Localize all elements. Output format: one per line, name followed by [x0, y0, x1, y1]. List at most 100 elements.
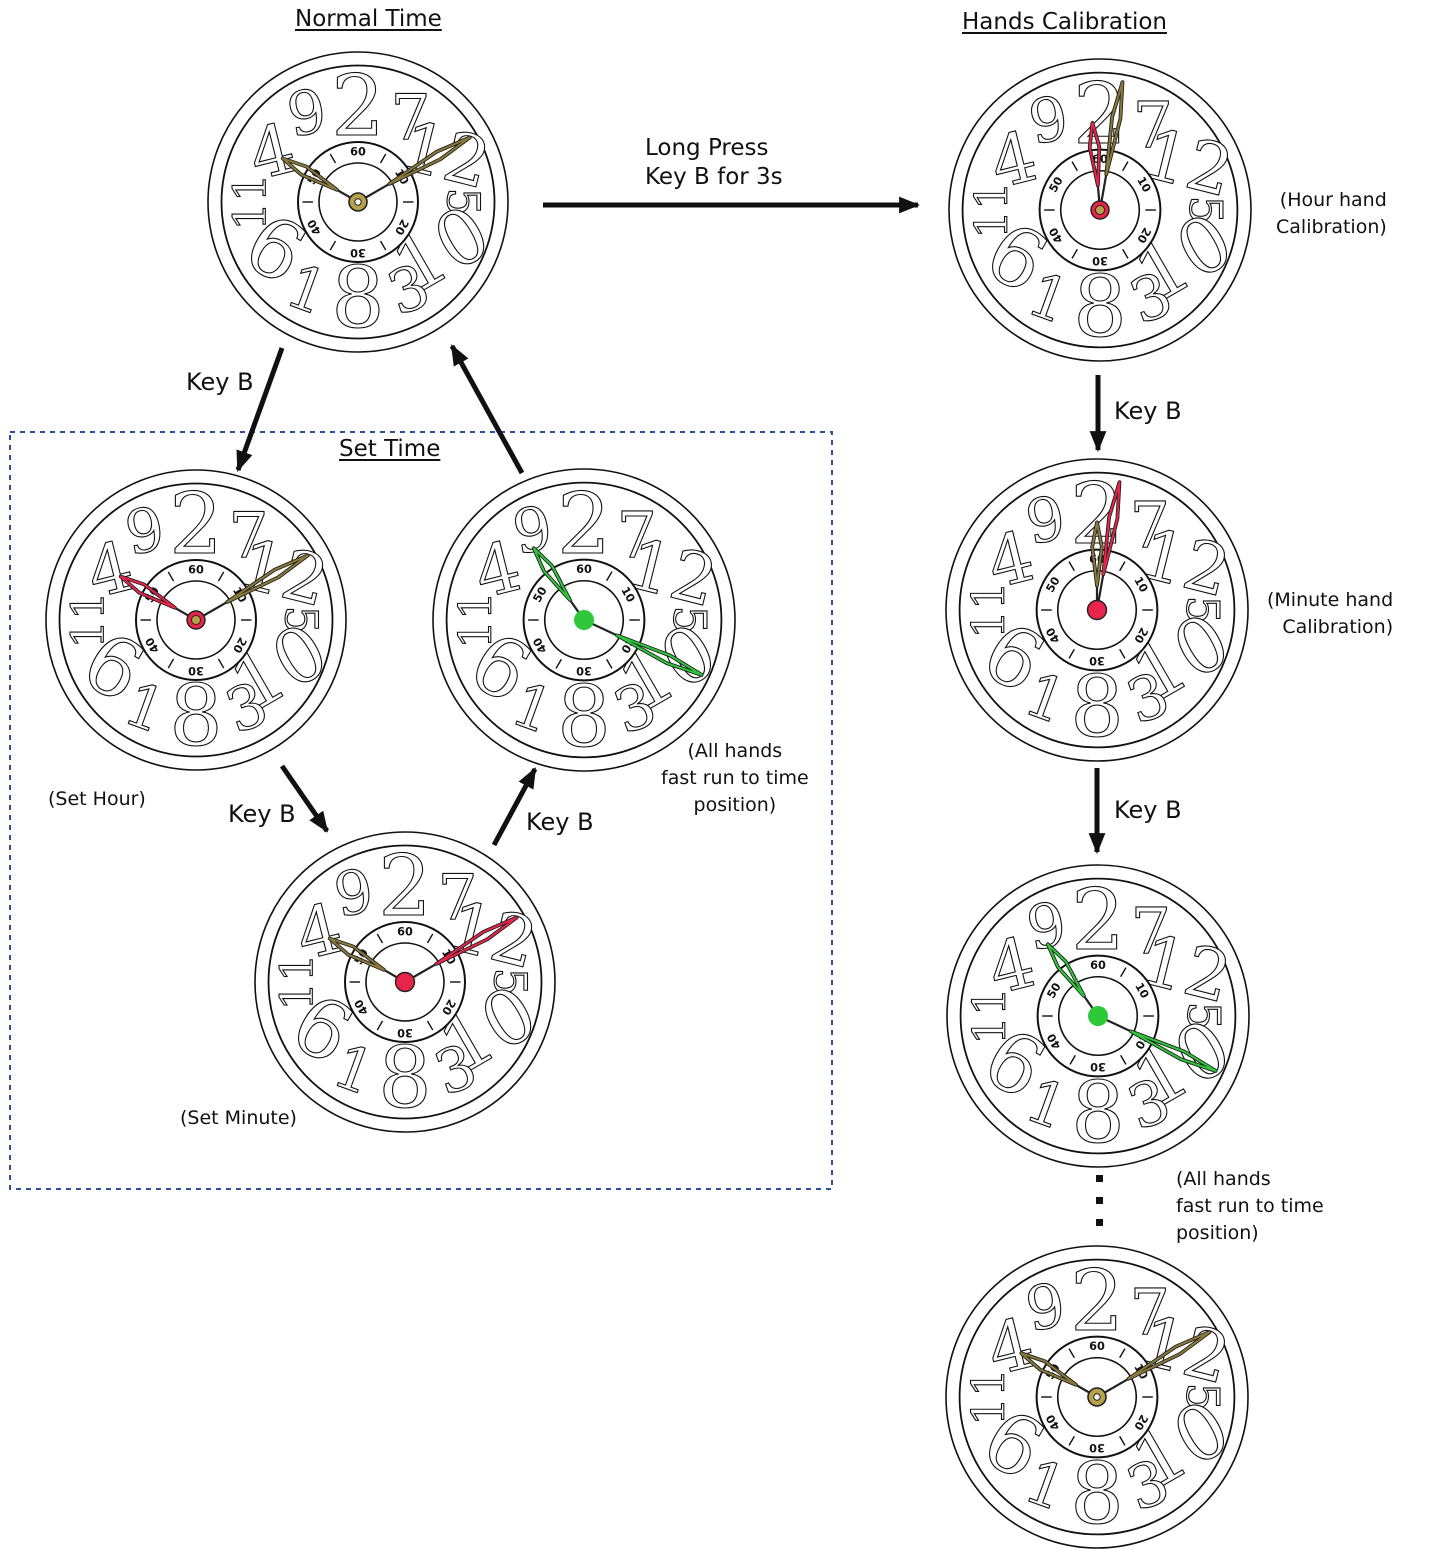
- subdial-tick: [1068, 1348, 1075, 1359]
- dial-numeral: 2: [1071, 870, 1125, 969]
- dial-numeral: 7: [617, 499, 657, 573]
- subdial-tick: [1122, 161, 1129, 172]
- dial-numeral: 7: [1130, 1276, 1170, 1350]
- dial-numeral: 5: [663, 606, 716, 635]
- hand-hub: [186, 610, 206, 630]
- clock-inner-ring: [220, 64, 496, 340]
- dial-numeral: 11: [963, 987, 1016, 1045]
- dial-numeral: 3: [1118, 1446, 1178, 1525]
- dial-numeral: 2: [169, 475, 222, 573]
- dial-numeral: 11: [62, 591, 115, 648]
- dial-numeral: 7: [1131, 895, 1171, 969]
- set-time-group-border: [9, 431, 833, 1190]
- subdial-label: 30: [1089, 1441, 1105, 1454]
- clock-inner-ring: [58, 482, 334, 758]
- dial-numeral: 4: [980, 922, 1043, 1011]
- subdial-label: 30: [1092, 254, 1108, 267]
- clock-inner-ring: [958, 471, 1236, 749]
- set-minute-to-fast-run-arrow: [491, 767, 538, 847]
- subdial-label: 60: [397, 925, 413, 938]
- subdial-label: 60: [576, 563, 592, 576]
- subdial-tick: [1068, 561, 1075, 572]
- hand-hub: [574, 610, 594, 630]
- dial-numeral: 8: [1071, 1063, 1125, 1162]
- dial-numeral: 8: [378, 1029, 431, 1127]
- dial-numeral: 12: [1135, 113, 1240, 213]
- dial-numeral: 12: [1133, 919, 1238, 1019]
- dial-numeral: 8: [169, 667, 222, 765]
- continuation-dot: [1096, 1175, 1103, 1182]
- clock-inner-ring: [958, 1258, 1236, 1536]
- dial-numeral: 5: [1177, 1002, 1230, 1031]
- hand-hub: [1090, 200, 1110, 220]
- subdial-tick: [167, 571, 175, 582]
- dial-numeral: 7: [437, 862, 477, 935]
- subdial-tick: [379, 153, 387, 164]
- subdial-tick: [1120, 967, 1127, 978]
- normal-to-set-hour-label: Key B: [186, 368, 254, 396]
- set-fast-run-caption: (All hands fast run to time position): [661, 740, 809, 816]
- subdial-tick: [426, 1020, 434, 1031]
- hour-cal-caption: (Hour hand Calibration): [1276, 189, 1387, 238]
- subdial-tick: [426, 933, 434, 944]
- dial-numeral: 11: [449, 591, 502, 649]
- subdial-tick: [376, 933, 384, 944]
- subdial-tick: [1069, 1054, 1076, 1065]
- minute-cal-to-fast-run-label: Key B: [1114, 796, 1182, 824]
- dial-numeral: 5: [1176, 596, 1229, 625]
- clock-inner-ring: [959, 877, 1237, 1155]
- subdial-tick: [606, 571, 613, 582]
- subdial-tick: [1119, 1348, 1126, 1359]
- hand-hub: [348, 192, 368, 212]
- hands-calibration-heading: Hands Calibration: [962, 9, 1168, 35]
- subdial-tick: [217, 658, 225, 669]
- subdial-label: 30: [576, 664, 592, 677]
- subdial-tick: [1122, 248, 1129, 259]
- cal-fast-run-caption: (All hands fast run to time position): [1176, 1168, 1324, 1244]
- hand-hub: [394, 971, 416, 993]
- subdial-tick: [1119, 561, 1126, 572]
- subdial-tick: [379, 240, 387, 251]
- set-minute-caption: (Set Minute): [180, 1107, 297, 1129]
- dial-numeral: 7: [1130, 489, 1170, 563]
- dial-numeral: 1: [1016, 1446, 1076, 1525]
- dial-numeral: 11: [271, 953, 324, 1010]
- dial-numeral: 2: [1070, 464, 1124, 563]
- subdial-label: 30: [1089, 654, 1105, 667]
- subdial-label: 30: [1090, 1060, 1106, 1073]
- set-hour-to-set-minute-arrow: [279, 764, 330, 833]
- subdial-label: 60: [188, 563, 204, 576]
- subdial-tick: [167, 658, 175, 669]
- dial-numeral: 2: [378, 837, 431, 935]
- dial-numeral: 7: [228, 500, 268, 573]
- dial-numeral: 8: [1070, 657, 1124, 756]
- hand-hub: [1088, 1006, 1108, 1026]
- subdial-label: 30: [397, 1026, 413, 1039]
- subdial-tick: [555, 658, 562, 669]
- normal-to-set-hour-arrow: [235, 347, 285, 472]
- subdial-tick: [1119, 648, 1126, 659]
- set-hour-caption: (Set Hour): [48, 788, 146, 810]
- dial-numeral: 8: [1070, 1444, 1124, 1543]
- set-minute-to-fast-run-label: Key B: [526, 808, 594, 836]
- subdial-tick: [606, 658, 613, 669]
- set-time-heading: Set Time: [339, 436, 441, 462]
- subdial-tick: [329, 153, 337, 164]
- dial-numeral: 5: [437, 188, 490, 217]
- minute-cal-caption: (Minute hand Calibration): [1267, 589, 1394, 638]
- dial-numeral: 7: [390, 82, 430, 155]
- subdial-label: 60: [1090, 959, 1106, 972]
- dial-numeral: 11: [962, 581, 1015, 639]
- subdial-label: 60: [1089, 1340, 1105, 1353]
- dial-numeral: 5: [1176, 1383, 1229, 1412]
- dial-numeral: 11: [965, 181, 1018, 239]
- continuation-dot: [1096, 1219, 1103, 1226]
